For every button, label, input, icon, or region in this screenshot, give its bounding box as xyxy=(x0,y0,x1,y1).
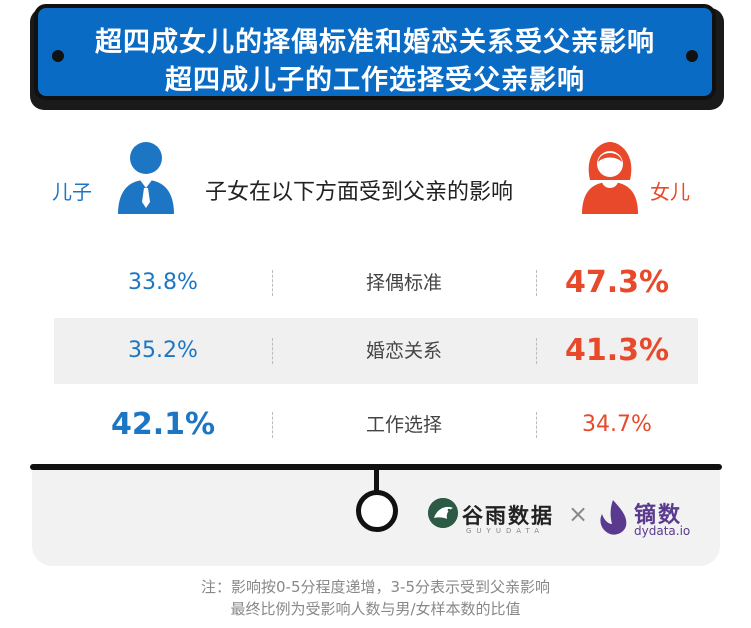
hanger-rail xyxy=(30,464,722,470)
footnote-line-1: 注：影响按0-5分程度递增，3-5分表示受到父亲影响 xyxy=(200,578,550,596)
son-person-icon xyxy=(118,142,174,214)
hanger-ring-icon xyxy=(356,490,398,532)
title-line-1: 超四成女儿的择偶标准和婚恋关系受父亲影响 xyxy=(95,27,655,58)
footnote-line-2: 最终比例为受影响人数与男/女样本数的比值 xyxy=(230,600,521,618)
column-divider xyxy=(272,270,273,296)
column-divider xyxy=(536,412,537,438)
dydata-logo-text: 镝数 xyxy=(634,503,683,528)
daughter-value: 34.7% xyxy=(582,412,652,437)
son-value: 33.8% xyxy=(128,270,198,295)
dydata-logo-icon xyxy=(600,500,627,535)
hanger-stem xyxy=(374,470,379,492)
column-divider xyxy=(272,412,273,438)
column-divider xyxy=(536,270,537,296)
daughter-value: 47.3% xyxy=(564,265,670,300)
category-label: 婚恋关系 xyxy=(365,340,442,362)
guyu-bird-logo-icon xyxy=(428,498,458,528)
category-label: 工作选择 xyxy=(365,414,442,436)
column-divider xyxy=(536,338,537,364)
daughter-person-icon xyxy=(582,142,638,214)
table-row: 33.8% 择偶标准 47.3% xyxy=(54,250,698,316)
table-row: 42.1% 工作选择 34.7% xyxy=(54,392,698,458)
banner-dot-left xyxy=(52,50,64,62)
banner-dot-right xyxy=(686,50,698,62)
guyu-logo-subtext: GUYUDATA xyxy=(466,527,544,535)
son-value: 35.2% xyxy=(128,338,198,363)
table-row: 35.2% 婚恋关系 41.3% xyxy=(54,318,698,384)
daughter-label: 女儿 xyxy=(650,180,690,204)
son-label: 儿子 xyxy=(52,180,92,204)
dydata-url: dydata.io xyxy=(634,524,691,538)
daughter-value: 41.3% xyxy=(564,333,670,368)
title-line-2: 超四成儿子的工作选择受父亲影响 xyxy=(165,65,585,96)
guyu-logo-text: 谷雨数据 xyxy=(462,504,554,528)
times-sign: × xyxy=(568,500,589,528)
chart-subtitle: 子女在以下方面受到父亲的影响 xyxy=(205,180,514,205)
column-divider xyxy=(272,338,273,364)
title-banner: 超四成女儿的择偶标准和婚恋关系受父亲影响 超四成儿子的工作选择受父亲影响 xyxy=(34,4,716,100)
category-label: 择偶标准 xyxy=(365,272,442,294)
son-value: 42.1% xyxy=(110,407,216,442)
